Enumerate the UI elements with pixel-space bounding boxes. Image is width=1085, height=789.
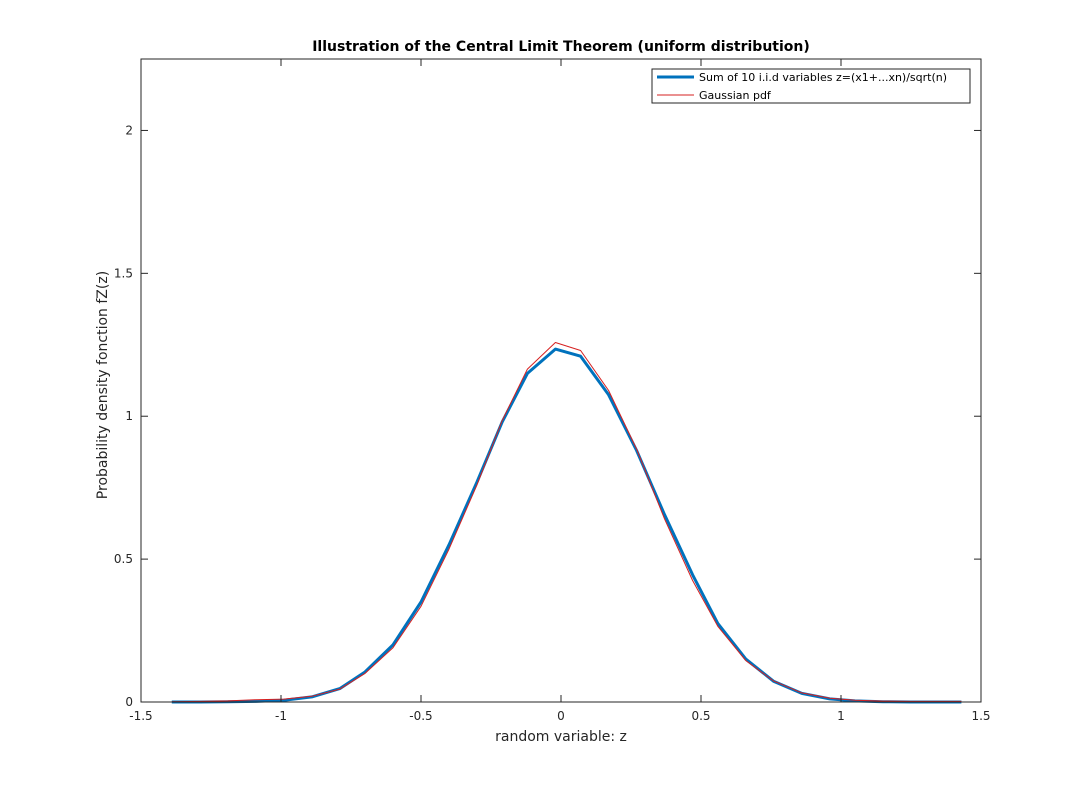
axis-ticks: -1.5 -1 -0.5 0 0.5 1 1.5 0 0.5 1 1.5 2 (114, 59, 991, 723)
series-line-1 (171, 347, 962, 704)
plot-lines (171, 342, 962, 704)
legend-box (651, 68, 971, 104)
x-tick-label: 0.5 (691, 709, 710, 723)
y-tick-label: 1.5 (114, 266, 133, 280)
y-tick-label: 1 (125, 409, 133, 423)
x-tick-label: -1 (275, 709, 287, 723)
legend[interactable]: Sum of 10 i.i.d variables z=(x1+...xn)/s… (651, 68, 971, 104)
x-tick-label: 1 (837, 709, 845, 723)
series-line-2 (171, 342, 962, 703)
legend-label-series-2: Gaussian pdf (699, 89, 772, 102)
x-tick-label: 0 (557, 709, 565, 723)
x-tick-label: -1.5 (129, 709, 152, 723)
y-tick-label: 0 (125, 695, 133, 709)
x-tick-label: -0.5 (409, 709, 432, 723)
y-tick-label: 2 (125, 123, 133, 137)
chart-title: Illustration of the Central Limit Theore… (312, 39, 810, 55)
x-axis-label: random variable: z (495, 729, 627, 745)
y-axis-label: Probability density fonction fZ(z) (95, 271, 111, 499)
legend-label-series-1: Sum of 10 i.i.d variables z=(x1+...xn)/s… (699, 71, 947, 84)
x-tick-label: 1.5 (971, 709, 990, 723)
y-tick-label: 0.5 (114, 552, 133, 566)
